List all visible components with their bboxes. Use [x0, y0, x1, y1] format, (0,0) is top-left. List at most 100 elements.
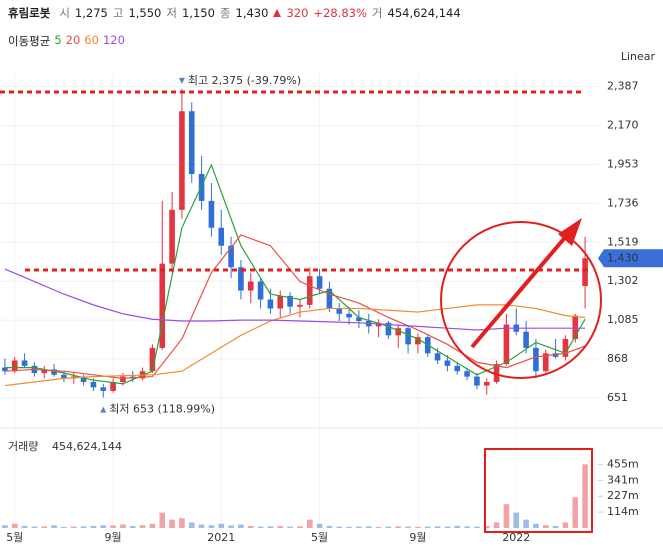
volume-bar: [218, 523, 225, 528]
volume-bar: [444, 526, 451, 528]
volume-bar: [306, 519, 313, 528]
candle-body: [395, 328, 402, 336]
volume-bar: [80, 526, 87, 528]
annotation-icon: [100, 406, 107, 413]
volume-bar: [129, 525, 136, 528]
legend-entry: 60: [84, 33, 99, 47]
volume-bar: [533, 523, 539, 528]
ma-title: 이동평균: [8, 34, 51, 48]
candle-body: [415, 337, 421, 345]
candle-body: [2, 367, 8, 372]
candle-body: [80, 376, 87, 382]
annotation: 최저 653 (118.99%): [109, 403, 215, 416]
close: 1,430: [235, 6, 269, 20]
x-tick-label: 2021: [207, 531, 235, 544]
highlight-box: [484, 448, 593, 533]
volume-bar: [415, 526, 421, 528]
open: 1,275: [74, 6, 108, 20]
price-tag-label: 1,430: [607, 251, 639, 264]
candle-body: [120, 376, 126, 382]
volume-bar: [120, 524, 126, 528]
volume-tick-label: 455m: [607, 457, 639, 470]
y-tick-label: 651: [607, 391, 628, 404]
volume-title: 거래량: [8, 440, 38, 453]
candle-body: [238, 267, 244, 291]
candle-body: [346, 313, 352, 318]
y-tick-label: 1,085: [607, 313, 639, 326]
candle-body: [306, 276, 313, 305]
candle-body: [434, 353, 441, 361]
candle-body: [179, 111, 185, 210]
close-label: 종: [219, 6, 231, 20]
candle-body: [405, 328, 411, 345]
legend-entry: 120: [102, 33, 125, 47]
volume-bar: [503, 504, 510, 528]
volume-bar: [70, 526, 77, 528]
volume-value: 454,624,144: [52, 440, 122, 453]
volume-bar: [11, 523, 18, 528]
volume-bar: [493, 522, 500, 528]
ma-line: [4, 304, 586, 387]
volume-bar: [277, 526, 284, 528]
volume-label: 거: [371, 6, 383, 20]
volume-bar: [562, 522, 569, 528]
legend-entry: 5: [54, 33, 62, 47]
candle-body: [493, 364, 500, 382]
volume-bar: [375, 526, 382, 528]
volume-bar: [572, 497, 579, 528]
candle-body: [21, 360, 28, 366]
candle-body: [316, 276, 323, 289]
candle-body: [198, 173, 205, 201]
volume-bar: [326, 525, 333, 528]
low: 1,150: [181, 6, 215, 20]
volume-bar: [169, 519, 175, 528]
candle-body: [61, 374, 67, 379]
volume-bar: [385, 526, 392, 528]
arrow-head: [558, 218, 582, 246]
candle-body: [228, 245, 234, 268]
volume-bar: [257, 526, 264, 528]
x-tick-label: 9월: [409, 531, 426, 544]
candle-body: [474, 376, 480, 386]
candle-body: [454, 365, 461, 372]
candle-body: [287, 295, 293, 307]
candle-body: [326, 288, 333, 309]
volume-bar: [474, 526, 480, 528]
ma-line: [4, 268, 586, 331]
y-tick-label: 1,953: [607, 157, 639, 170]
scale-label: Linear: [621, 50, 656, 63]
annotation-icon: [178, 77, 185, 84]
high-label: 고: [112, 6, 124, 20]
candle-body: [582, 258, 588, 287]
candle-body: [247, 281, 254, 291]
ma-line: [4, 234, 586, 379]
volume-bar: [316, 523, 323, 528]
volume-bar: [31, 526, 38, 528]
legend-entry: 20: [65, 33, 81, 47]
volume-tick-label: 114m: [607, 505, 639, 518]
volume-tick-label: 227m: [607, 489, 639, 502]
candle-body: [218, 227, 225, 246]
x-tick-label: 2022: [502, 531, 530, 544]
volume-bar: [198, 524, 205, 528]
volume-bar: [61, 526, 67, 528]
candle-body: [297, 304, 303, 307]
volume-bar: [297, 526, 303, 528]
volume-bar: [21, 525, 28, 528]
candle-body: [464, 371, 470, 377]
volume-bar: [513, 512, 520, 528]
candle-body: [385, 322, 392, 336]
open-label: 시: [59, 6, 70, 20]
volume-bar: [552, 525, 559, 528]
highlight-circle: [440, 221, 602, 379]
volume-bar: [247, 525, 254, 528]
candle-body: [169, 209, 175, 264]
candle-body: [100, 387, 107, 391]
volume-bar: [405, 526, 411, 528]
volume-bar: [179, 518, 185, 528]
candle-body: [90, 381, 97, 388]
candle-body: [51, 369, 57, 375]
high: 1,550: [128, 6, 162, 20]
